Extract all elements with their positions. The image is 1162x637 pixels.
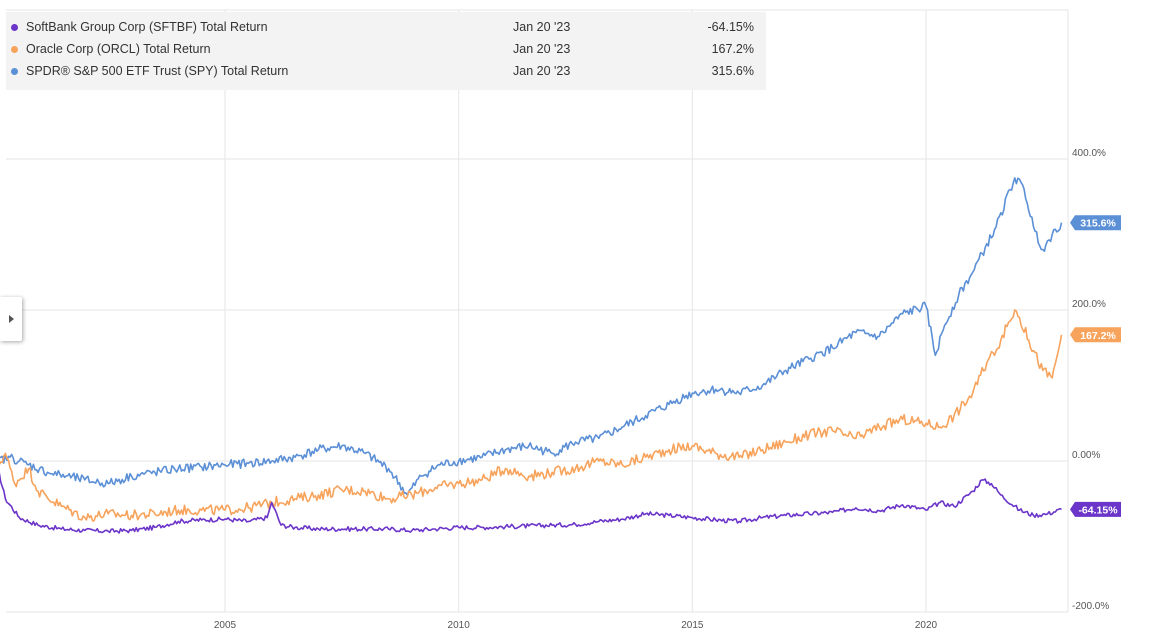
legend-dot-icon — [11, 46, 18, 53]
legend: SoftBank Group Corp (SFTBF) Total Return… — [6, 12, 766, 90]
legend-date: Jan 20 '23 — [513, 64, 571, 78]
end-labels: -64.15% 167.2% 315.6% — [1070, 215, 1121, 517]
y-tick-label: 400.0% — [1072, 148, 1106, 159]
x-tick-label: 2010 — [448, 620, 471, 631]
x-tick-label: 2005 — [214, 620, 237, 631]
grid — [6, 9, 1069, 613]
legend-series-name: Oracle Corp (ORCL) Total Return — [26, 42, 211, 56]
legend-row-orcl[interactable]: Oracle Corp (ORCL) Total Return Jan 20 '… — [6, 38, 766, 60]
x-axis: 2005 2010 2015 2020 — [214, 620, 938, 631]
x-tick-label: 2015 — [681, 620, 704, 631]
legend-row-sftbf[interactable]: SoftBank Group Corp (SFTBF) Total Return… — [6, 16, 766, 38]
legend-date: Jan 20 '23 — [513, 42, 571, 56]
end-label-2: 315.6% — [1070, 215, 1121, 231]
legend-value: 315.6% — [711, 64, 754, 78]
legend-series-name: SoftBank Group Corp (SFTBF) Total Return — [26, 20, 268, 34]
series-lines — [0, 177, 1063, 534]
chevron-right-icon — [9, 315, 14, 323]
series-line-1 — [0, 309, 1063, 522]
expand-panel-button[interactable] — [0, 297, 22, 341]
legend-value: 167.2% — [711, 42, 754, 56]
end-label-text: 315.6% — [1080, 218, 1116, 230]
end-label-1: 167.2% — [1070, 327, 1121, 343]
end-label-bg — [1070, 501, 1121, 517]
legend-series-name: SPDR® S&P 500 ETF Trust (SPY) Total Retu… — [26, 64, 289, 78]
end-label-bg — [1070, 215, 1121, 231]
y-axis: 400.0% 200.0% 0.00% -200.0% — [1072, 148, 1109, 612]
legend-dot-icon — [11, 24, 18, 31]
series-line-0 — [0, 472, 1062, 534]
end-label-0: -64.15% — [1070, 501, 1121, 517]
series-line-2 — [0, 177, 1063, 496]
x-tick-label: 2020 — [915, 620, 938, 631]
end-label-text: -64.15% — [1078, 504, 1118, 516]
legend-value: -64.15% — [707, 20, 754, 34]
legend-date: Jan 20 '23 — [513, 20, 571, 34]
end-label-text: 167.2% — [1080, 330, 1116, 342]
y-tick-label: 0.00% — [1072, 450, 1100, 461]
y-tick-label: -200.0% — [1072, 601, 1109, 612]
end-label-bg — [1070, 327, 1121, 343]
legend-dot-icon — [11, 68, 18, 75]
legend-row-spy[interactable]: SPDR® S&P 500 ETF Trust (SPY) Total Retu… — [6, 60, 766, 82]
y-tick-label: 200.0% — [1072, 299, 1106, 310]
